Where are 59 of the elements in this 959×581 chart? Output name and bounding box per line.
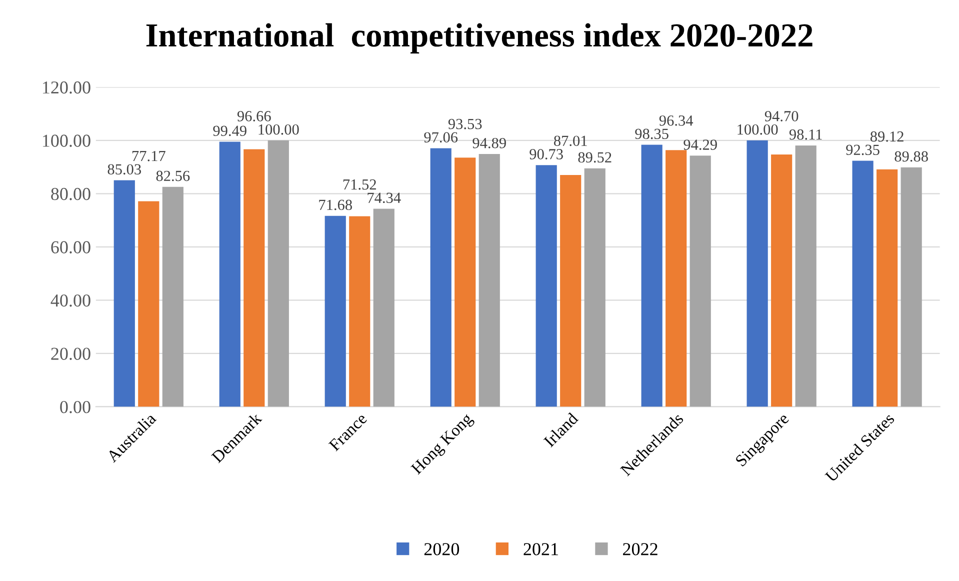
bar bbox=[900, 167, 922, 407]
data-label: 98.35 bbox=[635, 128, 668, 140]
y-tick-label: 20.00 bbox=[51, 348, 90, 360]
y-tick-label: 120.00 bbox=[42, 81, 90, 94]
bar bbox=[641, 144, 662, 407]
data-label: 92.35 bbox=[846, 144, 880, 156]
bar bbox=[373, 208, 394, 407]
y-tick-label: 40.00 bbox=[50, 294, 90, 307]
data-label: 93.53 bbox=[448, 118, 482, 130]
data-label: 98.11 bbox=[789, 129, 822, 140]
bar bbox=[219, 142, 240, 407]
data-label: 71.52 bbox=[343, 179, 376, 190]
y-tick-label: 80.00 bbox=[51, 188, 90, 200]
y-tick-label: 0.00 bbox=[60, 400, 90, 414]
data-label: 90.73 bbox=[530, 149, 563, 160]
legend-label: 2022 bbox=[623, 543, 658, 556]
bar bbox=[138, 201, 160, 407]
y-tick-label: 100.00 bbox=[42, 134, 90, 147]
data-label: 94.29 bbox=[684, 140, 717, 150]
bar bbox=[114, 180, 135, 407]
chart-title: International competitiveness index 2020-2022 bbox=[146, 23, 812, 54]
legend-label: 2021 bbox=[524, 543, 558, 556]
bar bbox=[690, 156, 711, 407]
bar bbox=[771, 154, 792, 407]
bar bbox=[430, 148, 452, 407]
bar bbox=[746, 140, 768, 407]
bar bbox=[349, 216, 370, 407]
data-label: 71.68 bbox=[319, 200, 352, 210]
data-label: 77.17 bbox=[132, 150, 166, 162]
data-label: 89.88 bbox=[894, 151, 928, 162]
data-label: 74.34 bbox=[368, 192, 401, 204]
data-label: 87.01 bbox=[554, 136, 587, 146]
bar bbox=[795, 145, 816, 407]
data-label: 89.52 bbox=[578, 152, 612, 163]
bar bbox=[324, 216, 346, 407]
bar bbox=[584, 168, 606, 407]
data-label: 96.66 bbox=[237, 111, 271, 122]
data-label: 97.06 bbox=[424, 132, 458, 143]
data-label: 100.00 bbox=[258, 124, 299, 135]
bar bbox=[454, 158, 476, 407]
bar bbox=[268, 140, 289, 407]
y-tick-label: 60.00 bbox=[51, 241, 90, 254]
data-label: 89.12 bbox=[870, 131, 904, 142]
legend-label: 2020 bbox=[424, 543, 460, 556]
data-label: 82.56 bbox=[156, 170, 190, 182]
bar bbox=[244, 149, 265, 407]
data-label: 100.00 bbox=[738, 124, 778, 135]
bar bbox=[560, 175, 582, 407]
data-label: 85.03 bbox=[108, 164, 141, 175]
bar bbox=[876, 169, 898, 407]
bar bbox=[478, 154, 500, 407]
data-label: 96.34 bbox=[659, 115, 694, 126]
data-label: 94.70 bbox=[764, 111, 798, 122]
data-label: 94.89 bbox=[472, 138, 506, 148]
data-label: 99.49 bbox=[213, 126, 246, 136]
bar bbox=[162, 186, 184, 407]
bar bbox=[666, 150, 687, 407]
bar bbox=[852, 160, 874, 407]
bar bbox=[536, 165, 557, 407]
